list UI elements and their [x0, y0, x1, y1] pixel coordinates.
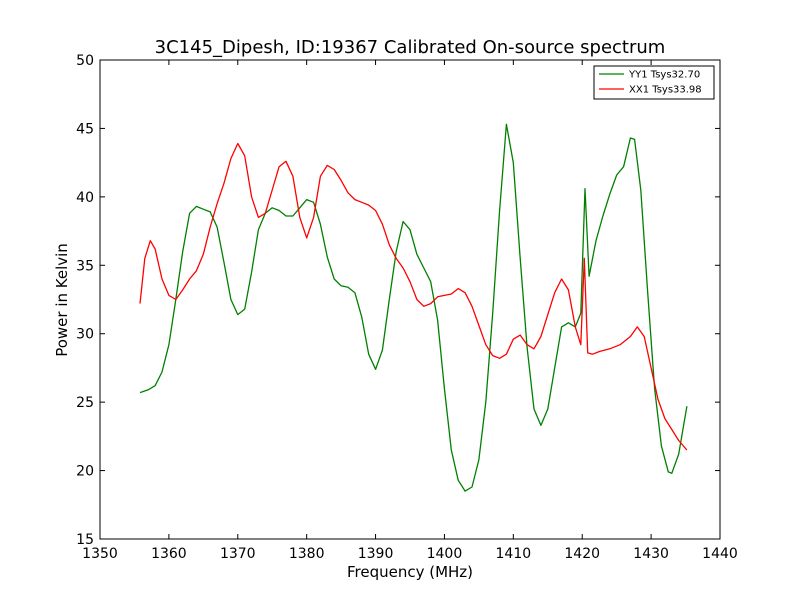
series-line-1: [139, 142, 688, 451]
series-line-0: [139, 123, 688, 492]
x-axis: 1350 1360 1370 1380 1390 1400 1410 1420 1430 1440: [82, 60, 738, 562]
x-tick-label: 1400: [427, 546, 463, 562]
y-tick-label: 30: [76, 327, 94, 343]
x-tick-label: 1440: [702, 546, 738, 562]
series-layer: [139, 123, 688, 492]
legend: YY1 Tsys32.70 XX1 Tsys33.98: [593, 65, 715, 100]
x-tick-label: 1380: [289, 546, 325, 562]
x-tick-label: 1430: [633, 546, 669, 562]
y-tick-label: 45: [76, 121, 94, 137]
y-axis: 15 20 25 30 35 40 45 50: [76, 53, 720, 548]
y-tick-label: 50: [76, 53, 94, 69]
x-tick-label: 1370: [220, 546, 256, 562]
y-axis-label: Power in Kelvin: [53, 243, 71, 357]
chart-title: 3C145_Dipesh, ID:19367 Calibrated On-sou…: [155, 37, 666, 58]
x-tick-label: 1350: [82, 546, 118, 562]
x-tick-label: 1360: [151, 546, 187, 562]
legend-box: [593, 65, 715, 100]
x-tick-label: 1390: [358, 546, 394, 562]
y-tick-label: 40: [76, 190, 94, 206]
y-tick-label: 15: [76, 532, 94, 548]
plot-frame: [99, 59, 721, 540]
x-tick-label: 1420: [564, 546, 600, 562]
y-tick-label: 25: [76, 395, 94, 411]
x-tick-label: 1410: [496, 546, 532, 562]
legend-label-xx1: XX1 Tsys33.98: [629, 85, 702, 96]
y-tick-label: 20: [76, 464, 94, 480]
y-tick-label: 35: [76, 258, 94, 274]
x-axis-label: Frequency (MHz): [347, 563, 473, 581]
legend-label-yy1: YY1 Tsys32.70: [628, 70, 700, 81]
